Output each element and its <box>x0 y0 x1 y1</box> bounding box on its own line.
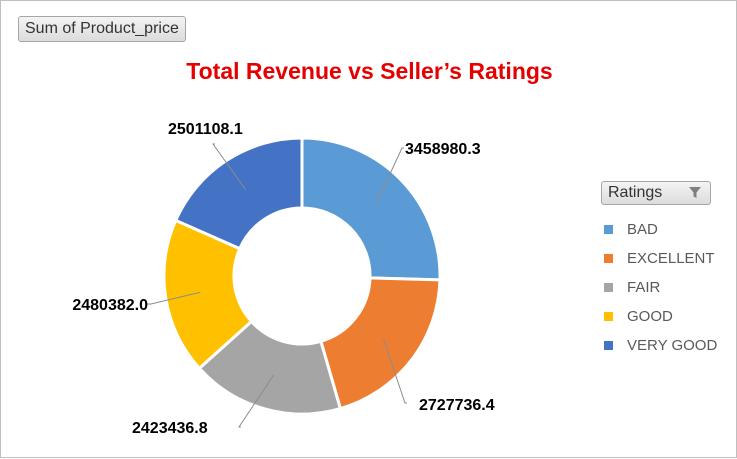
legend-item-excellent[interactable]: EXCELLENT <box>604 244 717 273</box>
legend-swatch <box>604 283 613 292</box>
leader-line <box>375 147 404 205</box>
value-field-button[interactable]: Sum of Product_price <box>18 16 186 42</box>
data-label: 3458980.3 <box>405 141 481 158</box>
legend-item-bad[interactable]: BAD <box>604 215 717 244</box>
legend-title: Ratings <box>608 184 663 201</box>
legend-label: GOOD <box>627 308 673 325</box>
legend-label: VERY GOOD <box>627 337 718 354</box>
legend-label: EXCELLENT <box>627 250 715 267</box>
donut-slice-excellent[interactable] <box>319 276 442 411</box>
legend-item-fair[interactable]: FAIR <box>604 273 717 302</box>
leader-line <box>147 291 201 305</box>
donut-slice-very-good[interactable] <box>173 136 304 251</box>
leader-line <box>382 338 407 404</box>
legend-label: FAIR <box>627 279 661 296</box>
leader-line <box>212 143 247 191</box>
legend-label: BAD <box>627 221 658 238</box>
chart-title: Total Revenue vs Seller’s Ratings <box>186 58 553 84</box>
leader-line <box>238 374 275 428</box>
legend-item-very-good[interactable]: VERY GOOD <box>604 331 717 360</box>
legend-swatch <box>604 312 613 321</box>
data-label: 2727736.4 <box>419 397 495 414</box>
legend-field-button[interactable]: Ratings <box>601 181 711 205</box>
legend: BAD EXCELLENT FAIR GOOD VERY GOOD <box>604 215 717 360</box>
legend-swatch <box>604 225 613 234</box>
legend-swatch <box>604 254 613 263</box>
filter-icon[interactable] <box>688 186 702 200</box>
legend-item-good[interactable]: GOOD <box>604 302 717 331</box>
legend-swatch <box>604 341 613 350</box>
data-label: 2480382.0 <box>72 297 148 314</box>
data-label: 2501108.1 <box>168 121 243 138</box>
donut-slice-bad[interactable] <box>300 136 442 282</box>
data-label: 2423436.8 <box>132 420 208 437</box>
donut-slice-good[interactable] <box>162 218 254 371</box>
